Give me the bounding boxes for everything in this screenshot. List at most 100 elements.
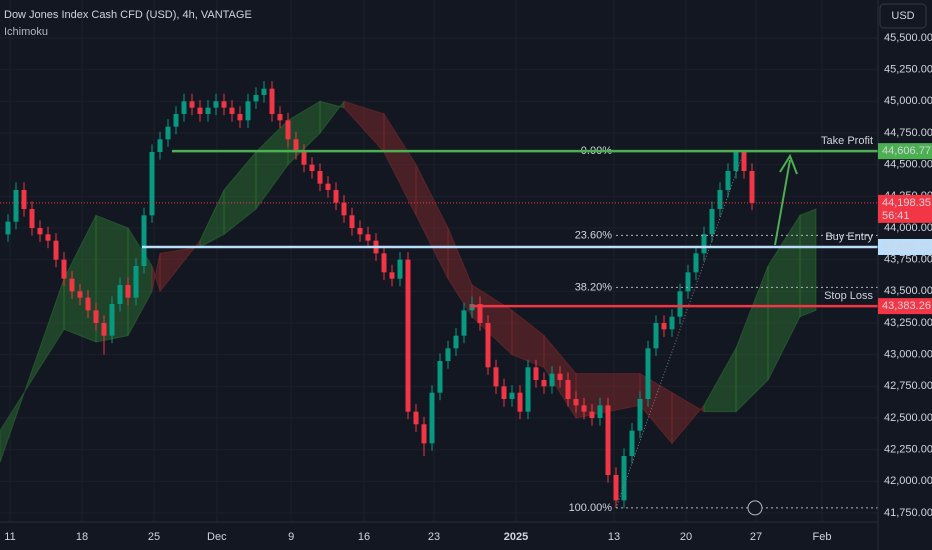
cloud-segment (199, 189, 225, 248)
level-price-label: 43,383.26 (882, 300, 931, 312)
candle-body (381, 253, 387, 273)
y-tick-label: 43,750.00 (884, 254, 932, 266)
candle-body (125, 285, 131, 298)
candle-body (605, 405, 611, 475)
candle-body (133, 266, 139, 298)
candle-body (653, 323, 659, 349)
candle-body (5, 221, 11, 235)
y-tick-label: 45,000.00 (884, 95, 932, 107)
candle-body (437, 361, 443, 393)
x-tick-label: 18 (76, 531, 88, 543)
candle-body (61, 259, 67, 279)
current-price-box (878, 194, 932, 223)
candle-body (189, 101, 195, 108)
candle-body (325, 183, 331, 190)
candle-body (285, 120, 291, 140)
candle-body (333, 190, 339, 203)
candle-body (357, 228, 363, 235)
candle-body (93, 310, 99, 323)
candle-body (637, 399, 643, 431)
candle-body (269, 88, 275, 114)
candle-body (677, 291, 683, 317)
candle-body (53, 240, 59, 260)
x-tick-label: 27 (750, 531, 762, 543)
candle-body (389, 272, 395, 279)
level-price-box (878, 238, 932, 255)
candle-body (173, 114, 179, 127)
x-tick-label: 9 (288, 531, 294, 543)
x-tick-label: 20 (680, 531, 692, 543)
cloud-segment (511, 309, 545, 369)
level-price-label: 43,850.12 (882, 241, 931, 253)
candle-body (445, 348, 451, 361)
x-tick-label: Feb (813, 531, 832, 543)
y-tick-label: 43,000.00 (884, 349, 932, 361)
cloud-segment (151, 253, 161, 292)
candle-body (157, 139, 163, 152)
candle-body (501, 386, 507, 399)
candle-body (717, 190, 723, 209)
candle-body (701, 234, 707, 254)
candle-body (349, 215, 355, 228)
candle-body (45, 234, 51, 241)
candle-body (253, 95, 259, 102)
cloud-segment (223, 150, 257, 236)
level-price-box (878, 143, 932, 160)
candle-body (277, 114, 283, 121)
candle-body (429, 392, 435, 444)
candles (5, 81, 755, 508)
candle-body (21, 190, 27, 209)
cloud-segment (0, 278, 65, 463)
candle-body (525, 367, 531, 412)
candle-body (141, 215, 147, 266)
y-tick-label: 44,000.00 (884, 222, 932, 234)
candle-body (205, 107, 211, 114)
candle-body (477, 304, 483, 323)
cloud-segment (383, 112, 417, 216)
cloud-segment (415, 164, 449, 279)
candle-body (165, 126, 171, 140)
candle-body (533, 367, 539, 380)
x-tick-label: 16 (358, 531, 370, 543)
candle-body (485, 323, 491, 368)
fib-label: 100.00% (569, 502, 613, 514)
x-tick-label: 11 (4, 531, 15, 543)
y-tick-label: 42,250.00 (884, 444, 932, 456)
candle-body (397, 259, 403, 279)
currency-button[interactable] (879, 3, 927, 29)
y-tick-label: 45,250.00 (884, 64, 932, 76)
candle-body (613, 475, 619, 501)
candle-body (293, 139, 299, 152)
candle-body (661, 323, 667, 330)
countdown-label: 56:41 (882, 210, 910, 222)
candle-body (149, 152, 155, 216)
level-price-box (878, 298, 932, 315)
candle-body (197, 107, 203, 114)
y-tick-label: 43,250.00 (884, 317, 932, 329)
candle-body (117, 285, 123, 304)
candle-body (245, 101, 251, 121)
candle-body (101, 323, 107, 336)
candle-body (317, 171, 323, 184)
candle-body (229, 107, 235, 114)
candle-body (725, 171, 731, 190)
candle-body (413, 411, 419, 425)
chart-title: Dow Jones Index Cash CFD (USD), 4h, VANT… (4, 9, 252, 21)
candle-body (597, 405, 603, 418)
cloud-segment (319, 99, 345, 135)
current-price-label: 44,198.35 (882, 197, 931, 209)
x-tick-label: 2025 (504, 531, 528, 543)
candle-body (85, 297, 91, 311)
y-tick-label: 44,500.00 (884, 159, 932, 171)
candle-body (541, 380, 547, 387)
candle-body (733, 152, 739, 171)
candle-body (549, 373, 555, 387)
candle-body (301, 152, 307, 165)
x-tick-label: 23 (428, 531, 440, 543)
candle-body (557, 373, 563, 380)
candle-body (645, 348, 651, 399)
candle-body (213, 101, 219, 108)
cloud-segment (343, 100, 385, 154)
candle-body (421, 424, 427, 444)
